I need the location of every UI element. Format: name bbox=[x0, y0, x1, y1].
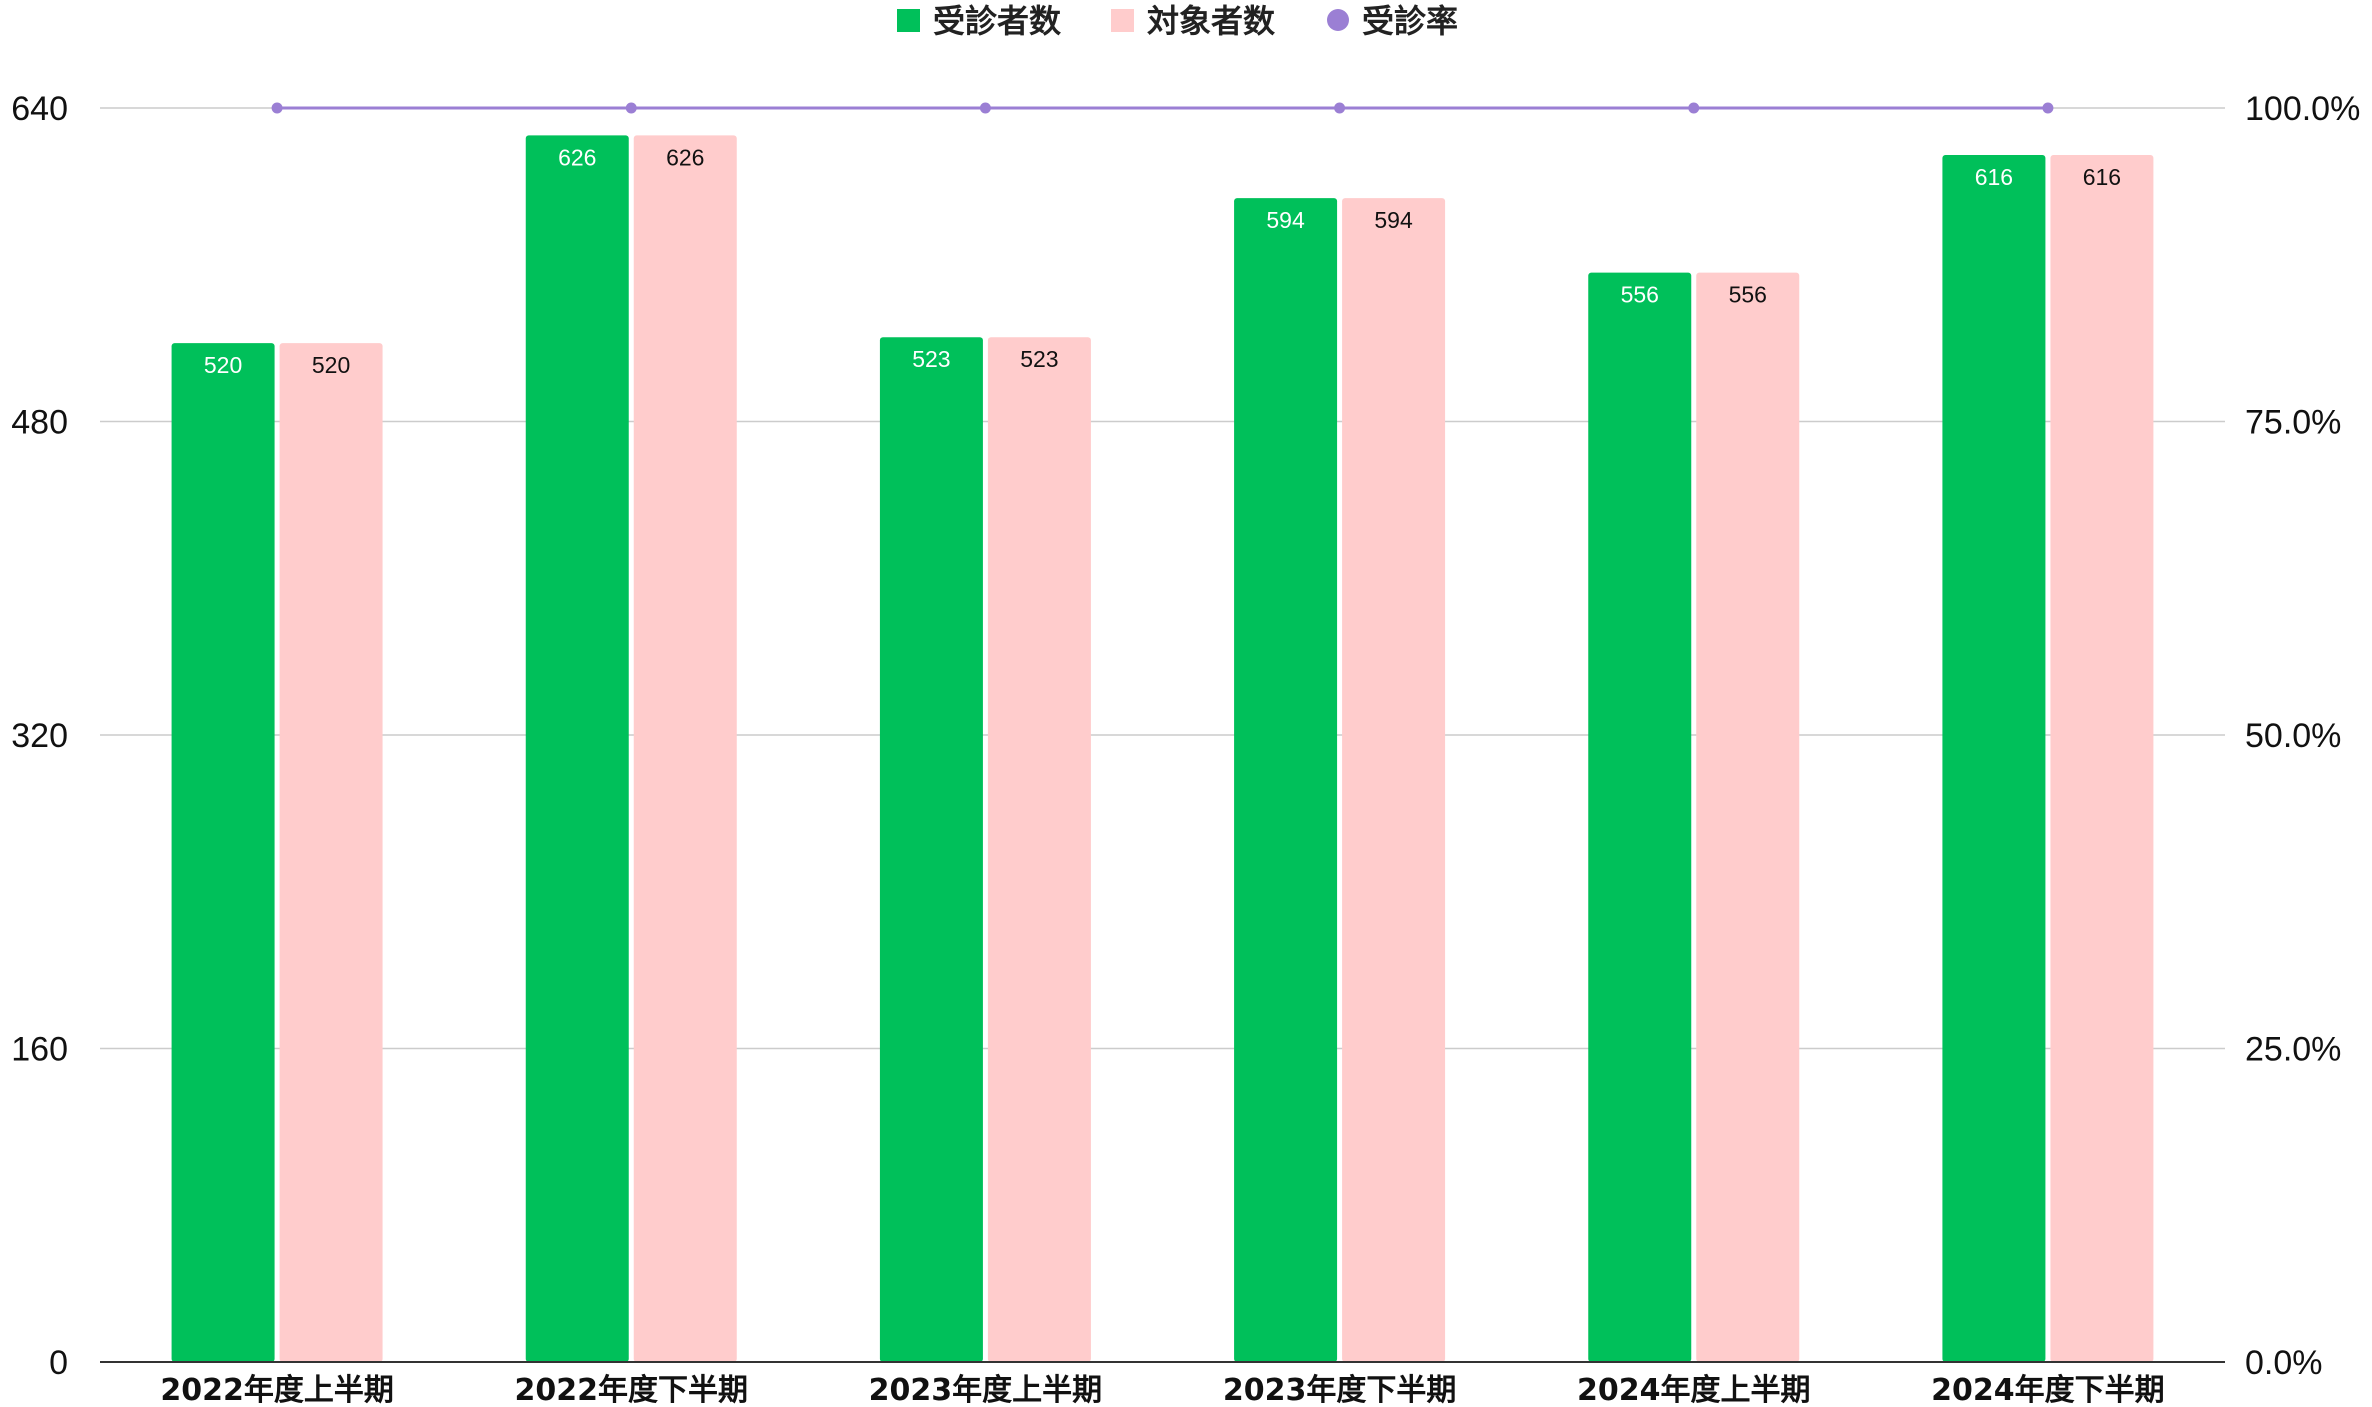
legend-label: 受診者数 bbox=[933, 2, 1062, 40]
rate-point bbox=[2042, 102, 2054, 114]
y-right-tick-label: 0.0% bbox=[2245, 1344, 2323, 1382]
bar-value-label: 594 bbox=[1266, 207, 1305, 233]
rate-point bbox=[625, 102, 637, 114]
bar-value-label: 616 bbox=[1975, 164, 2013, 190]
y-right-tick-label: 75.0% bbox=[2245, 404, 2341, 442]
legend-label: 対象者数 bbox=[1147, 2, 1276, 40]
rate-point bbox=[1688, 102, 1700, 114]
y-left-tick-label: 0 bbox=[49, 1344, 68, 1382]
bar bbox=[1234, 198, 1338, 1363]
rate-line bbox=[271, 102, 2054, 114]
legend: 受診者数 対象者数 受診率 bbox=[897, 2, 1458, 40]
bar bbox=[633, 135, 737, 1362]
x-tick-label: 2023年度上半期 bbox=[869, 1373, 1103, 1407]
bar-value-label: 556 bbox=[1621, 282, 1659, 308]
bar-value-label: 616 bbox=[2083, 164, 2121, 190]
x-tick-label: 2024年度上半期 bbox=[1577, 1373, 1811, 1407]
legend-marker bbox=[1327, 9, 1349, 31]
legend-marker bbox=[897, 9, 920, 32]
bar-value-label: 556 bbox=[1729, 282, 1767, 308]
bar-value-label: 626 bbox=[558, 144, 596, 170]
legend-label: 受診率 bbox=[1362, 2, 1458, 40]
bar-value-label: 520 bbox=[312, 352, 350, 378]
rate-point bbox=[1334, 102, 1346, 114]
bar bbox=[879, 337, 983, 1363]
y-left-tick-label: 320 bbox=[11, 717, 68, 755]
y-axis-left: 0 160 320 480 640 bbox=[11, 90, 68, 1382]
y-axis-right: 0.0% 25.0% 50.0% 75.0% 100.0% bbox=[2245, 90, 2360, 1382]
bar bbox=[279, 343, 383, 1362]
y-left-tick-label: 480 bbox=[11, 404, 68, 442]
bar bbox=[525, 135, 629, 1362]
bar bbox=[987, 337, 1091, 1363]
y-left-tick-label: 640 bbox=[11, 90, 68, 128]
y-right-tick-label: 100.0% bbox=[2245, 90, 2360, 128]
y-right-tick-label: 50.0% bbox=[2245, 717, 2341, 755]
bar bbox=[1588, 272, 1692, 1362]
legend-marker bbox=[1111, 9, 1134, 32]
rate-point bbox=[271, 102, 283, 114]
bar bbox=[1342, 198, 1446, 1363]
bar bbox=[1942, 155, 2046, 1362]
bar-value-label: 594 bbox=[1374, 207, 1413, 233]
x-tick-label: 2023年度下半期 bbox=[1223, 1373, 1457, 1407]
bar-value-label: 523 bbox=[1020, 346, 1058, 372]
bar-value-label: 520 bbox=[204, 352, 242, 378]
bar-value-label: 523 bbox=[912, 346, 950, 372]
y-right-tick-label: 25.0% bbox=[2245, 1031, 2341, 1069]
x-tick-label: 2022年度下半期 bbox=[515, 1373, 749, 1407]
x-tick-label: 2024年度下半期 bbox=[1931, 1373, 2165, 1407]
bar bbox=[1696, 272, 1800, 1362]
bar bbox=[171, 343, 275, 1362]
rate-point bbox=[979, 102, 991, 114]
gridlines bbox=[100, 107, 2225, 1050]
bars: 520 520 626 626 523 523 594 594 556 556 616 616 bbox=[171, 135, 2154, 1363]
bar-value-label: 626 bbox=[666, 144, 704, 170]
y-left-tick-label: 160 bbox=[11, 1031, 68, 1069]
x-tick-label: 2022年度上半期 bbox=[160, 1373, 394, 1407]
bar bbox=[2050, 155, 2154, 1362]
x-axis: 2022年度上半期 2022年度下半期 2023年度上半期 2023年度下半期 2024… bbox=[100, 1361, 2225, 1407]
